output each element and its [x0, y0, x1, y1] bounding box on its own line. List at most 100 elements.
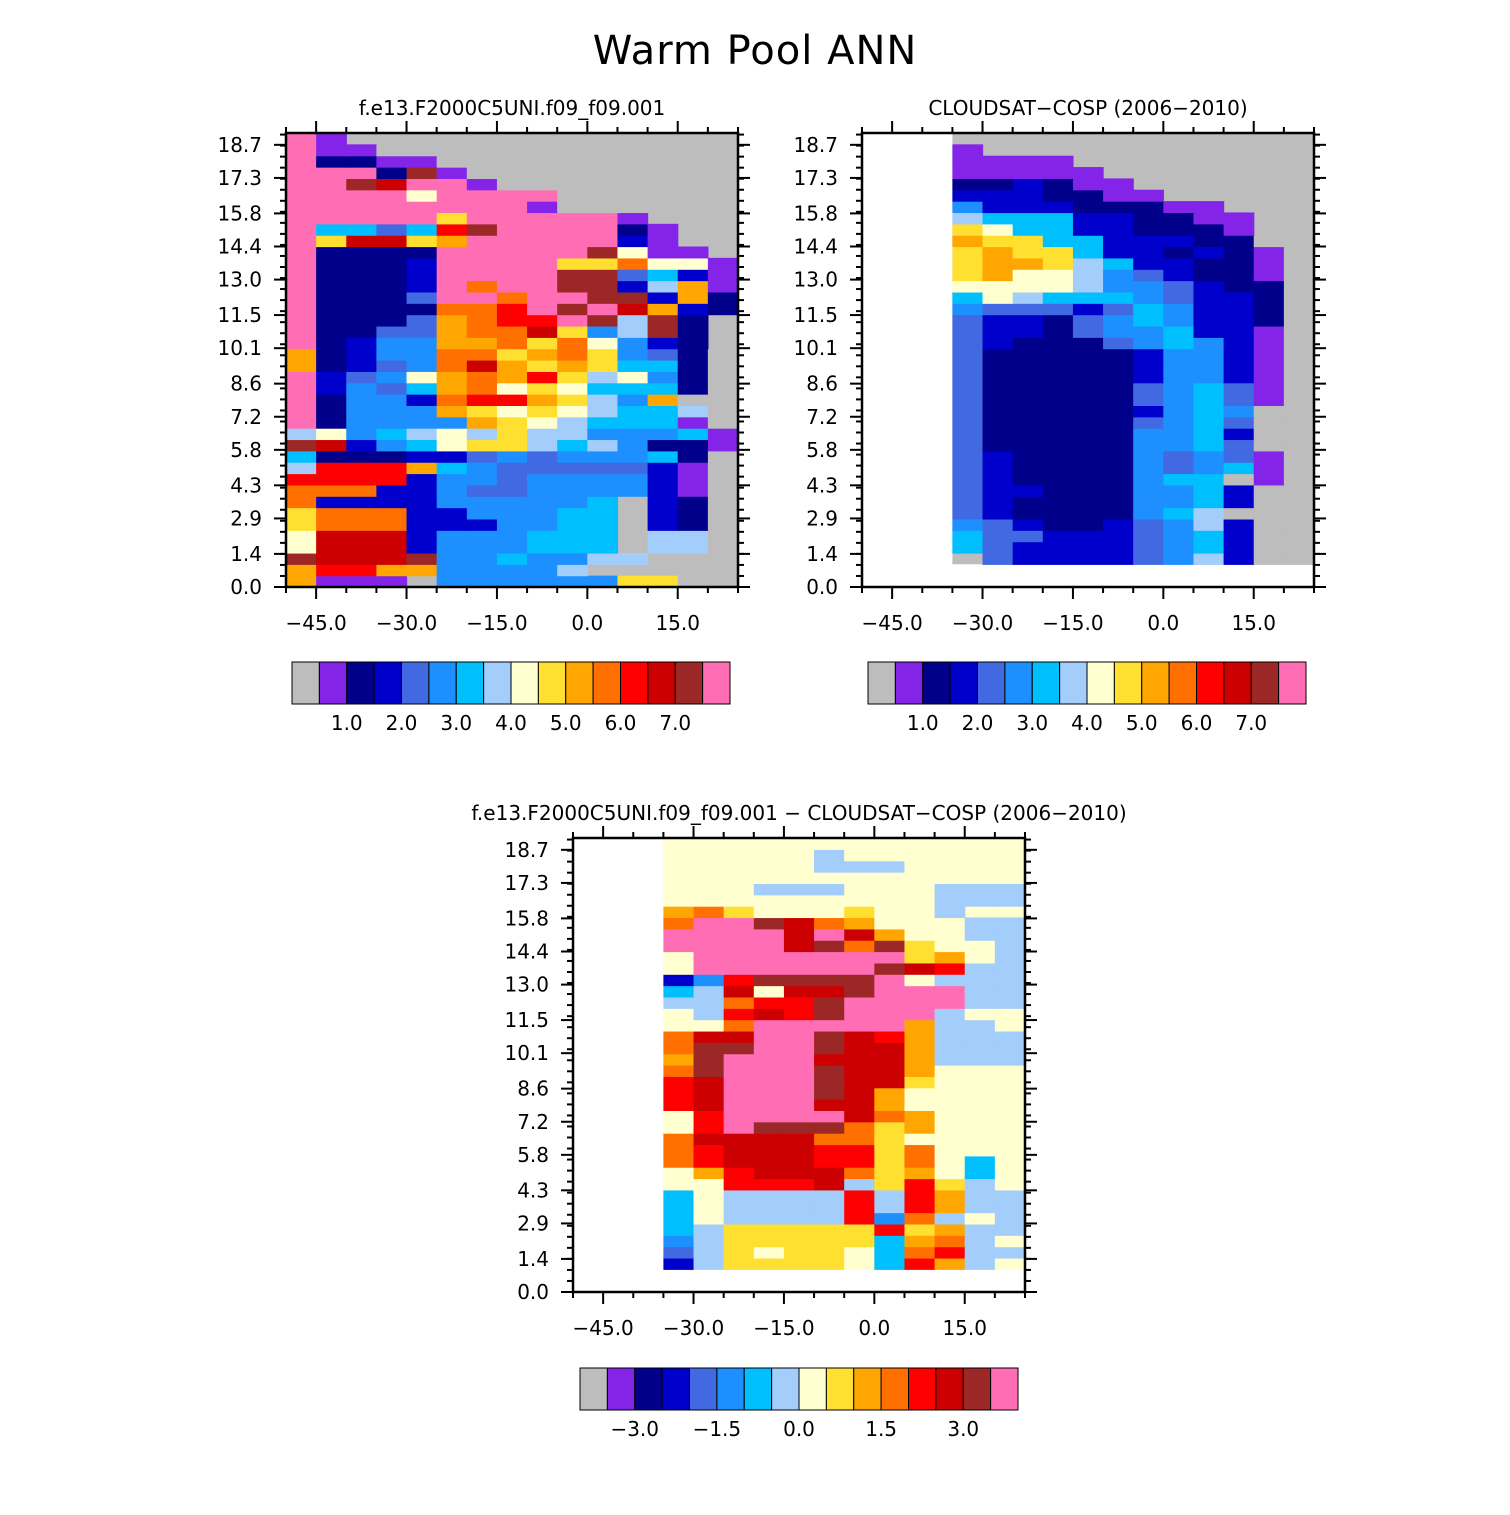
heatmap-cell [1012, 541, 1044, 554]
heatmap-cell [617, 382, 649, 395]
heatmap-cell [1103, 212, 1134, 225]
heatmap-cell [316, 269, 347, 282]
heatmap-cell [964, 1212, 996, 1225]
heatmap-cell [1133, 394, 1164, 406]
heatmap-cell [874, 1076, 906, 1089]
heatmap-cell [964, 1053, 996, 1066]
heatmap-cell [1072, 473, 1104, 486]
heatmap-cell [814, 1030, 845, 1043]
heatmap-cell [723, 1110, 755, 1123]
heatmap-cell [436, 518, 468, 531]
heatmap-cell [753, 1167, 785, 1180]
heatmap-cell [994, 1257, 1026, 1270]
heatmap-cell [783, 1099, 815, 1111]
heatmap-cell [376, 360, 408, 372]
heatmap-cell [406, 394, 438, 406]
heatmap-cell [1253, 337, 1285, 350]
heatmap-cell [1012, 416, 1044, 429]
heatmap-cell [286, 416, 317, 429]
heatmap-cell [1283, 484, 1315, 497]
heatmap-cell [1283, 507, 1315, 520]
heatmap-cell [693, 1144, 725, 1157]
heatmap-cell [723, 985, 755, 998]
heatmap-cell [982, 348, 1014, 361]
heatmap-cell [1103, 428, 1134, 441]
colorbar-box [634, 1367, 663, 1411]
x-tick-label: −45.0 [572, 1316, 633, 1340]
heatmap-cell [723, 906, 755, 919]
heatmap-cell [557, 291, 588, 304]
heatmap-cell [527, 405, 558, 418]
heatmap-cell [466, 167, 498, 179]
heatmap-cell [693, 917, 725, 930]
heatmap-cell [436, 428, 468, 441]
heatmap-cell [466, 496, 498, 509]
heatmap-cell [964, 928, 996, 941]
heatmap-cell [844, 872, 875, 884]
heatmap-cell [286, 371, 317, 384]
heatmap-cell [783, 1167, 815, 1180]
heatmap-cell [753, 962, 785, 975]
y-tick-label: 17.3 [504, 871, 549, 895]
heatmap-cell [844, 1235, 875, 1248]
heatmap-cell [663, 917, 695, 930]
heatmap-cell [1072, 530, 1104, 543]
heatmap-cell [466, 314, 498, 327]
heatmap-cell [316, 201, 347, 214]
heatmap-cell [647, 405, 679, 418]
heatmap-cell [964, 1076, 996, 1089]
heatmap-cell [693, 928, 725, 941]
heatmap-cell [346, 257, 377, 270]
heatmap-cell [783, 849, 815, 862]
heatmap-cell [934, 951, 966, 964]
heatmap-cell [677, 462, 709, 475]
heatmap-cell [346, 394, 377, 406]
heatmap-cell [982, 189, 1014, 202]
heatmap-cell [934, 928, 966, 941]
heatmap-cell [982, 167, 1014, 179]
heatmap-cell [982, 394, 1014, 406]
heatmap-cell [466, 189, 498, 202]
heatmap-cell [783, 1030, 815, 1043]
heatmap-cell [316, 212, 347, 225]
heatmap-cell [316, 530, 347, 543]
heatmap-cell [994, 1065, 1026, 1077]
heatmap-cell [1042, 394, 1074, 406]
heatmap-cell [557, 439, 588, 452]
heatmap-cell [1193, 394, 1225, 406]
heatmap-cell [994, 1178, 1026, 1191]
heatmap-cell [663, 1019, 695, 1032]
heatmap-cell [1253, 394, 1285, 406]
heatmap-cell [723, 1223, 755, 1236]
heatmap-cell [286, 575, 317, 588]
heatmap-cell [783, 985, 815, 998]
heatmap-cell [1103, 337, 1134, 350]
heatmap-cell [1223, 246, 1255, 259]
heatmap-cell [376, 144, 408, 157]
y-tick-label: 14.4 [793, 235, 838, 259]
colorbar-box [771, 1367, 800, 1411]
heatmap-cell [964, 1155, 996, 1168]
heatmap-cell [952, 280, 984, 293]
heatmap-cell [904, 1178, 936, 1191]
heatmap-cell [316, 314, 347, 327]
heatmap-cell [663, 951, 695, 964]
heatmap-cell [753, 872, 785, 884]
heatmap-cell [436, 178, 468, 191]
heatmap-cell [1163, 257, 1195, 270]
heatmap-cell [723, 1178, 755, 1191]
heatmap-cell [286, 473, 317, 486]
heatmap-cell [994, 996, 1026, 1009]
heatmap-cell [874, 1133, 906, 1146]
heatmap-cell [707, 348, 739, 361]
heatmap-cell [1253, 439, 1285, 452]
heatmap-cell [376, 348, 408, 361]
heatmap-cell [1193, 416, 1225, 429]
heatmap-cell [557, 450, 588, 463]
heatmap-cell [814, 1087, 845, 1100]
heatmap-cell [496, 507, 528, 520]
heatmap-cell [1103, 530, 1134, 543]
heatmap-cell [952, 439, 984, 452]
heatmap-cell [346, 167, 377, 179]
panel-title: f.e13.F2000C5UNI.f09_f09.001 [359, 96, 666, 120]
